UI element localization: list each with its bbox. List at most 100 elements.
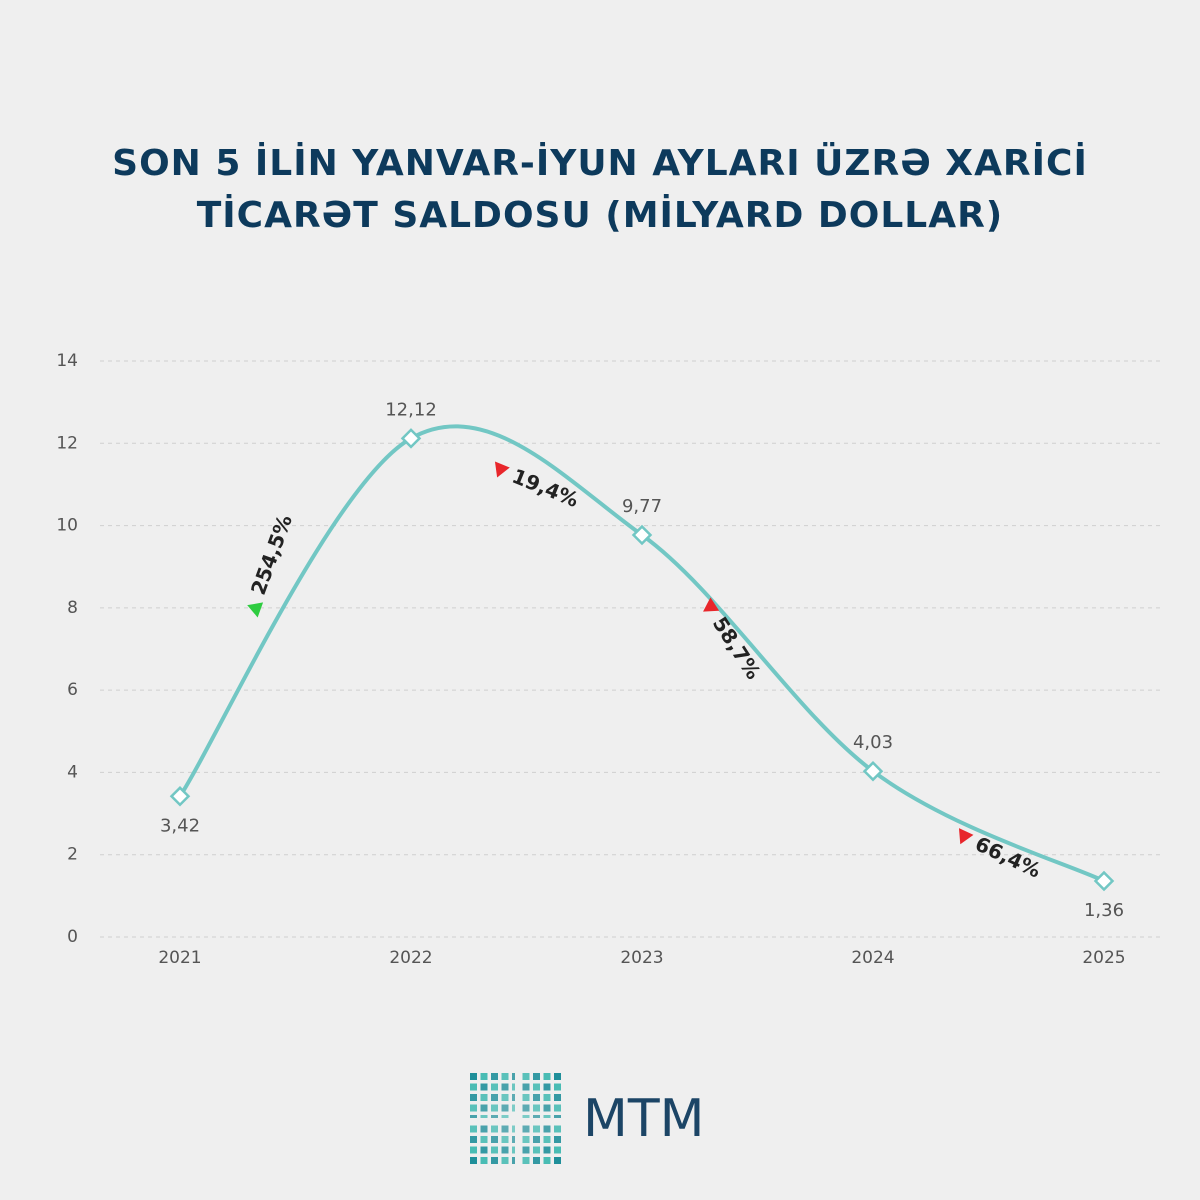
logo-icon	[522, 1104, 530, 1112]
point	[400, 428, 422, 449]
logo-icon	[533, 1146, 540, 1154]
logo-icon	[491, 1115, 498, 1118]
logo-icon	[554, 1083, 561, 1091]
logo-icon	[501, 1073, 509, 1080]
logo-icon	[533, 1094, 540, 1101]
logo-icon	[470, 1094, 477, 1101]
logo-icon	[470, 1125, 477, 1133]
logo-icon	[501, 1136, 509, 1143]
logo-icon	[543, 1136, 551, 1143]
y-tick-label: 10	[56, 516, 78, 536]
value-label: 1,36	[1084, 900, 1124, 921]
logo-icon	[470, 1146, 477, 1154]
change-arrow	[247, 602, 264, 618]
logo-icon	[480, 1136, 488, 1143]
logo-icon	[512, 1136, 515, 1143]
logo-icon	[554, 1094, 561, 1101]
y-tick-label: 12	[56, 433, 78, 453]
logo-icon	[512, 1125, 515, 1133]
logo-icon	[501, 1115, 509, 1118]
logo-icon	[501, 1125, 509, 1133]
logo-icon	[533, 1125, 540, 1133]
logo-icon	[512, 1104, 515, 1112]
logo-icon	[512, 1157, 515, 1164]
logo-icon	[533, 1083, 540, 1091]
logo-icon	[512, 1094, 515, 1101]
logo-icon	[491, 1157, 498, 1164]
logo-icon	[480, 1146, 488, 1154]
change-label: 66,4%	[971, 832, 1044, 883]
logo-icon	[470, 1115, 477, 1118]
logo-icon	[533, 1136, 540, 1143]
change-label: 254,5%	[246, 511, 297, 597]
logo-icon	[543, 1157, 551, 1164]
point	[631, 524, 653, 546]
y-tick-label: 8	[67, 598, 78, 618]
logo-icon	[480, 1157, 488, 1164]
logo-icon	[543, 1073, 551, 1080]
logo-icon	[491, 1125, 498, 1133]
logo-icon	[533, 1115, 540, 1118]
logo-icon	[543, 1094, 551, 1101]
y-tick-label: 6	[67, 680, 78, 700]
logo-icon	[501, 1157, 509, 1164]
logo-icon	[554, 1146, 561, 1154]
logo-icon	[480, 1125, 488, 1133]
value-label: 12,12	[385, 399, 437, 420]
logo-icon	[554, 1115, 561, 1118]
change-annotation: 58,7%	[703, 597, 766, 684]
logo-icon	[470, 1104, 477, 1112]
chart-title: SON 5 İLİN YANVAR-İYUN AYLARI ÜZRƏ XARİC…	[112, 143, 1088, 236]
logo-icon	[554, 1157, 561, 1164]
change-label: 19,4%	[509, 464, 582, 512]
y-tick-label: 0	[67, 927, 78, 947]
x-tick-label: 2022	[389, 948, 432, 968]
logo-icon	[491, 1094, 498, 1101]
logo-icon	[533, 1073, 540, 1080]
x-tick-label: 2023	[620, 948, 663, 968]
change-annotation: 19,4%	[494, 461, 582, 512]
logo-icon	[480, 1104, 488, 1112]
logo-icon	[480, 1083, 488, 1091]
logo-icon	[501, 1083, 509, 1091]
logo-icon	[522, 1157, 530, 1164]
logo-icon	[470, 1073, 477, 1080]
value-label: 3,42	[160, 815, 200, 836]
logo-icon	[543, 1115, 551, 1118]
logo-icon	[470, 1157, 477, 1164]
logo-icon	[522, 1125, 530, 1133]
line	[178, 424, 1105, 883]
logo-icon	[554, 1125, 561, 1133]
y-tick-label: 4	[67, 762, 78, 782]
logo-icon	[522, 1073, 530, 1080]
x-tick-label: 2024	[851, 948, 894, 968]
x-tick-label: 2025	[1082, 948, 1125, 968]
change-arrow	[494, 461, 510, 478]
logo-icon	[512, 1083, 515, 1091]
logo-icon	[543, 1083, 551, 1091]
logo-icon	[522, 1094, 530, 1101]
logo-icon	[554, 1136, 561, 1143]
logo-icon	[491, 1083, 498, 1091]
logo-icon	[512, 1146, 515, 1154]
logo-icon	[491, 1104, 498, 1112]
logo-icon	[491, 1146, 498, 1154]
logo-icon	[522, 1136, 530, 1143]
logo-icon	[522, 1115, 530, 1118]
logo-icon	[533, 1104, 540, 1112]
logo-icon	[543, 1125, 551, 1133]
logo-icon	[554, 1073, 561, 1080]
logo-icon	[470, 1083, 477, 1091]
logo-icon	[501, 1104, 509, 1112]
logo-icon	[501, 1094, 509, 1101]
point	[1093, 870, 1115, 892]
logo-icon	[480, 1073, 488, 1080]
point	[169, 786, 191, 807]
logo-icon	[501, 1146, 509, 1154]
logo-icon	[533, 1157, 540, 1164]
y-tick-label: 2	[67, 845, 78, 865]
logo-icon	[480, 1094, 488, 1101]
logo-icon	[554, 1104, 561, 1112]
